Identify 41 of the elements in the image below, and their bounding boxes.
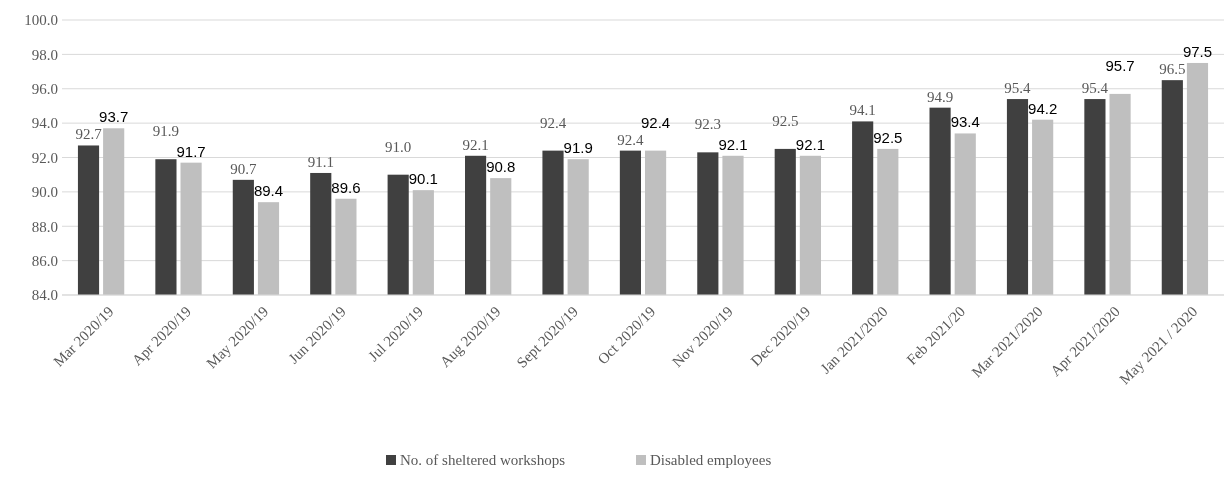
data-label: 90.1 [408, 170, 438, 188]
y-tick-label: 90.0 [31, 184, 58, 201]
data-label: 91.1 [307, 153, 334, 170]
y-tick-label: 98.0 [31, 46, 58, 63]
y-tick-label: 86.0 [31, 252, 58, 269]
data-label: 95.4 [1081, 80, 1109, 97]
legend-label: No. of sheltered workshops [400, 452, 566, 468]
data-label: 95.7 [1105, 56, 1135, 74]
y-tick-label: 84.0 [31, 287, 58, 304]
y-tick-label: 100.0 [24, 12, 58, 29]
data-label: 92.3 [694, 116, 721, 133]
data-label: 93.4 [950, 113, 980, 131]
data-label: 94.2 [1028, 99, 1058, 117]
data-label: 91.9 [563, 139, 593, 157]
data-label: 92.1 [462, 136, 489, 153]
data-label: 94.1 [849, 102, 876, 119]
y-tick-label: 92.0 [31, 149, 58, 166]
data-label: 91.7 [176, 142, 206, 160]
data-label: 91.9 [152, 123, 180, 140]
data-label: 92.4 [617, 131, 645, 148]
data-label: 89.6 [331, 178, 361, 196]
data-label: 92.5 [873, 128, 903, 146]
data-label: 97.5 [1182, 42, 1213, 60]
data-label: 95.4 [1004, 80, 1032, 97]
data-label: 92.4 [539, 114, 567, 131]
y-tick-label: 96.0 [31, 81, 58, 97]
data-label: 92.1 [795, 135, 826, 153]
data-label: 89.4 [253, 182, 284, 200]
legend-label: Disabled employees [650, 452, 772, 468]
data-label: 90.8 [486, 158, 516, 176]
data-label: 91.0 [385, 138, 412, 155]
data-label: 92.7 [75, 126, 103, 143]
data-label: 90.7 [230, 160, 257, 177]
data-label: 93.7 [99, 108, 129, 126]
data-label: 92.5 [772, 112, 799, 129]
data-label: 96.5 [1159, 61, 1186, 78]
y-tick-label: 94.0 [31, 115, 58, 132]
data-label: 94.9 [926, 88, 954, 105]
data-label: 92.4 [640, 113, 671, 131]
y-tick-label: 88.0 [31, 218, 58, 235]
data-label: 92.1 [718, 135, 748, 153]
